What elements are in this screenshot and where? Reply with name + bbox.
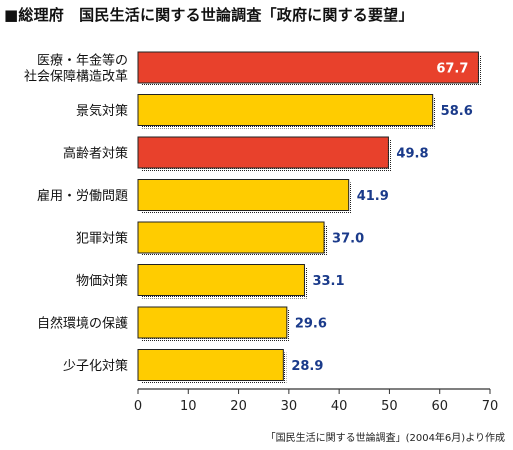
bar — [137, 264, 305, 296]
x-tick-label: 40 — [331, 399, 348, 414]
x-tick-label: 20 — [230, 399, 247, 414]
value-label: 37.0 — [332, 232, 364, 247]
category-label: 景気対策 — [76, 103, 128, 119]
category-label: 社会保障構造改革 — [24, 69, 128, 85]
source-note: 「国民生活に関する世論調査」(2004年6月)より作成 — [265, 433, 505, 444]
x-tick-label: 60 — [431, 399, 448, 414]
x-tick-label: 0 — [134, 399, 142, 414]
x-tick-label: 10 — [180, 399, 197, 414]
bar — [137, 349, 284, 381]
bar — [137, 221, 325, 254]
bar — [137, 94, 434, 126]
x-tick-label: 30 — [281, 399, 298, 414]
bar — [137, 51, 479, 84]
value-label: 49.8 — [396, 147, 428, 162]
bar — [137, 179, 350, 211]
value-label: 41.9 — [357, 189, 389, 204]
value-label: 58.6 — [441, 104, 473, 119]
value-label: 67.7 — [436, 62, 468, 77]
bar — [137, 306, 288, 339]
category-label: 雇用・労働問題 — [37, 188, 128, 204]
category-label: 犯罪対策 — [76, 231, 128, 247]
bar — [137, 136, 389, 169]
category-label: 高齢者対策 — [63, 146, 128, 162]
chart-title: ■総理府 国民生活に関する世論調査「政府に関する要望」 — [4, 6, 414, 24]
category-label: 自然環境の保護 — [37, 316, 128, 332]
value-label: 29.6 — [295, 317, 327, 332]
category-label: 少子化対策 — [63, 358, 128, 374]
category-label: 医療・年金等の — [37, 53, 128, 69]
x-tick-label: 70 — [482, 399, 499, 414]
category-label: 物価対策 — [76, 273, 128, 289]
value-label: 28.9 — [291, 359, 323, 374]
x-tick-label: 50 — [381, 399, 398, 414]
value-label: 33.1 — [312, 274, 344, 289]
